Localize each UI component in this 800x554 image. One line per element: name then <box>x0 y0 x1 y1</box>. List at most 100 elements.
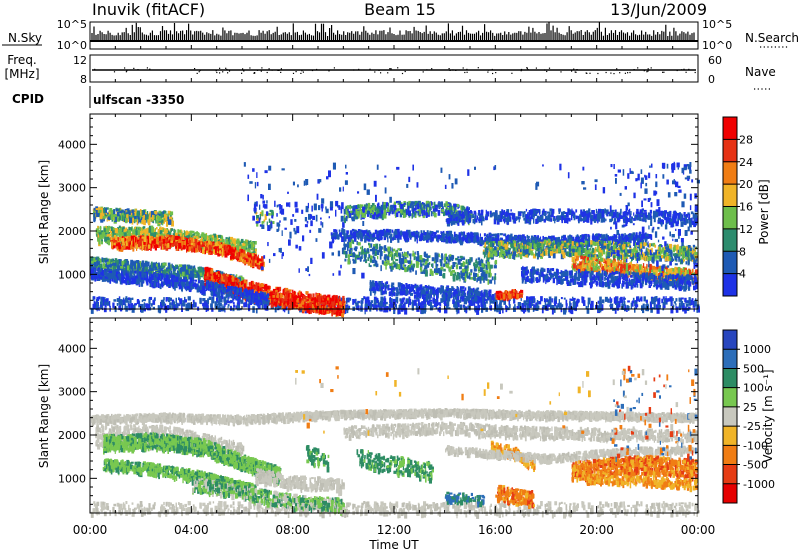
power-cell <box>323 307 325 313</box>
power-cell <box>691 298 694 302</box>
freq-label: Freq. <box>7 53 37 67</box>
power-cell <box>399 306 403 309</box>
power-cell <box>95 257 97 260</box>
power-cell <box>542 305 546 309</box>
power-cell <box>371 303 374 307</box>
nave-dot <box>520 68 523 71</box>
power-cell <box>130 245 132 250</box>
power-cell <box>104 302 107 306</box>
power-cell <box>536 300 539 305</box>
power-cell <box>206 247 209 254</box>
power-cell <box>444 304 448 306</box>
power-cell <box>164 272 166 276</box>
power-cell <box>547 300 551 305</box>
nave-dot <box>526 67 528 69</box>
power-cell <box>118 305 121 311</box>
power-cell <box>120 246 124 252</box>
nave-dot <box>426 69 428 71</box>
power-cell <box>177 229 180 235</box>
power-cell <box>129 210 133 214</box>
power-cell <box>662 306 665 311</box>
power-cell <box>208 296 212 300</box>
power-cell <box>106 226 109 233</box>
power-cell <box>139 227 142 231</box>
power-cell <box>390 304 394 308</box>
power-cell <box>134 270 137 274</box>
power-cell <box>445 296 449 302</box>
nave-dot <box>646 71 648 73</box>
power-cell <box>309 306 312 311</box>
power-cell <box>108 216 111 220</box>
power-cell <box>133 303 136 307</box>
power-cell <box>196 236 198 242</box>
power-cell <box>262 289 265 292</box>
power-cell <box>432 297 435 304</box>
nave-dot <box>455 69 457 71</box>
power-cell <box>423 296 427 304</box>
power-cell <box>248 304 251 312</box>
power-cell <box>342 295 345 302</box>
power-cell <box>115 258 118 264</box>
power-cell <box>138 241 141 248</box>
power-cell <box>236 238 240 243</box>
power-cell <box>656 306 660 314</box>
power-cell <box>116 215 118 219</box>
power-cell <box>551 308 554 315</box>
power-cell <box>245 286 249 292</box>
power-cell <box>224 301 226 307</box>
power-cell <box>185 230 189 235</box>
power-cell <box>211 250 213 255</box>
power-cell <box>287 298 290 305</box>
power-cell <box>95 210 98 215</box>
nave-dot <box>241 72 243 74</box>
power-cell <box>156 234 159 238</box>
nave-dot <box>575 71 577 73</box>
power-cell <box>135 230 138 236</box>
nave-dot <box>685 71 687 73</box>
power-cell <box>127 236 131 242</box>
power-cell <box>649 301 652 309</box>
power-cell <box>204 301 207 307</box>
power-cell <box>129 297 132 304</box>
nave-dot <box>589 72 591 74</box>
power-cell <box>334 295 337 298</box>
power-cell <box>130 262 133 269</box>
power-cell <box>310 297 313 302</box>
power-cell <box>418 299 420 307</box>
power-cell <box>105 240 108 244</box>
power-cell <box>195 247 199 253</box>
power-cell <box>99 234 103 239</box>
power-cell <box>283 293 285 300</box>
power-cell <box>662 302 666 306</box>
nave-dot <box>449 69 451 71</box>
power-cell <box>376 298 379 303</box>
power-cell <box>91 260 94 264</box>
power-cell <box>142 226 146 229</box>
power-cell <box>196 231 198 236</box>
power-cell <box>120 273 122 278</box>
power-cell <box>172 267 176 272</box>
power-cell <box>508 298 511 305</box>
power-cell <box>353 299 356 303</box>
power-cell <box>172 240 174 247</box>
power-cell <box>158 245 160 249</box>
nave-dot <box>227 72 229 74</box>
power-cell <box>669 296 673 302</box>
power-cell <box>250 257 253 260</box>
power-cell <box>244 302 248 308</box>
power-cell <box>113 209 116 215</box>
power-cell <box>397 307 401 315</box>
power-cell <box>182 300 184 307</box>
power-cell <box>112 230 114 233</box>
power-cell <box>152 306 155 310</box>
power-cell <box>179 274 182 280</box>
power-cell <box>182 244 186 250</box>
power-cell <box>152 300 156 305</box>
power-cell <box>293 293 296 296</box>
power-cell <box>170 211 174 216</box>
power-cell <box>538 305 540 310</box>
power-cell <box>311 308 315 313</box>
power-cell <box>221 251 224 258</box>
power-cell <box>151 227 155 233</box>
power-cell <box>136 260 140 264</box>
